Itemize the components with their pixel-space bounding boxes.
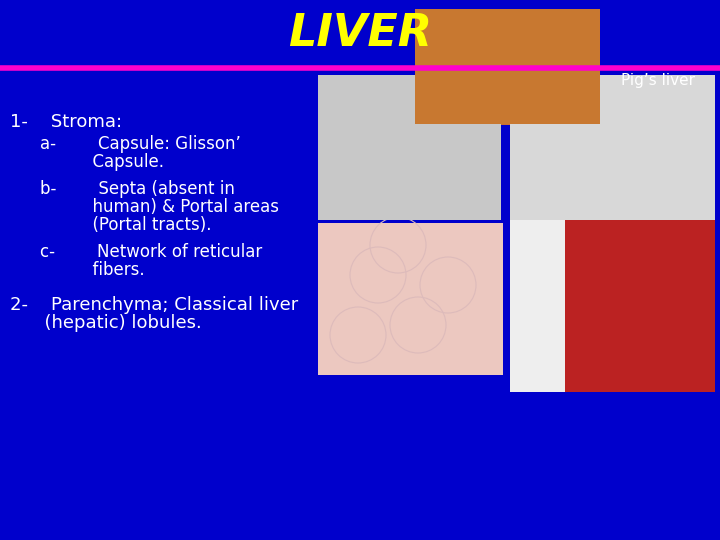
Text: a-        Capsule: Glisson’: a- Capsule: Glisson’ <box>40 135 241 153</box>
Bar <box>510 75 715 220</box>
Bar <box>318 223 503 375</box>
Bar <box>0 0 720 68</box>
Bar <box>510 217 715 392</box>
Text: fibers.: fibers. <box>40 261 145 279</box>
Text: b-        Septa (absent in: b- Septa (absent in <box>40 180 235 198</box>
Text: (Portal tracts).: (Portal tracts). <box>40 216 212 234</box>
Bar <box>510 217 565 392</box>
Text: c-        Network of reticular: c- Network of reticular <box>40 243 262 261</box>
Bar <box>318 75 501 220</box>
Text: 1-    Stroma:: 1- Stroma: <box>10 113 122 131</box>
Bar <box>318 75 501 220</box>
Text: Capsule.: Capsule. <box>40 153 164 171</box>
Bar <box>415 9 600 124</box>
Text: LIVER: LIVER <box>288 12 432 56</box>
Bar <box>510 75 715 220</box>
Text: human) & Portal areas: human) & Portal areas <box>40 198 279 216</box>
Text: Pig’s liver: Pig’s liver <box>621 72 695 87</box>
Text: (hepatic) lobules.: (hepatic) lobules. <box>10 314 202 332</box>
Bar <box>415 10 600 125</box>
Bar <box>318 223 503 375</box>
Text: 2-    Parenchyma; Classical liver: 2- Parenchyma; Classical liver <box>10 296 298 314</box>
Bar <box>510 217 715 392</box>
